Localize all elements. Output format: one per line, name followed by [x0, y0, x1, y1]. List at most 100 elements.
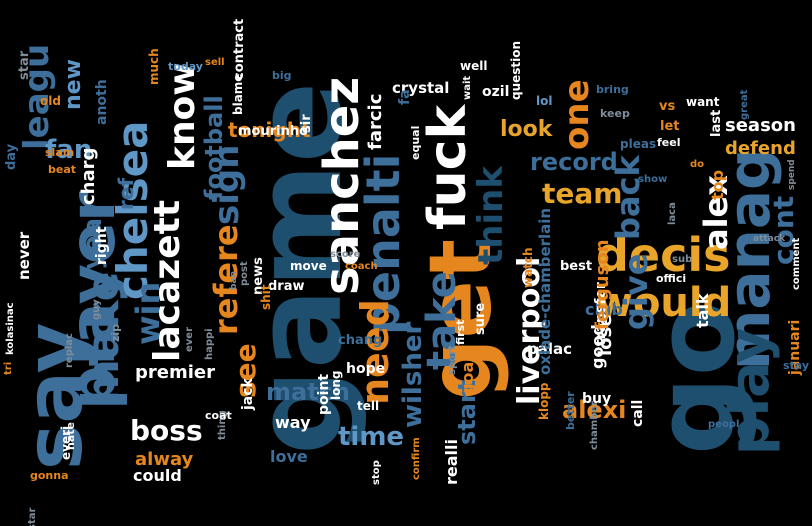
word-win: win	[129, 281, 167, 345]
word-buy: buy	[582, 391, 612, 407]
word-vs: vs	[659, 99, 676, 114]
word-realli: realli	[442, 439, 461, 485]
word-mourinho: mourinho	[238, 124, 309, 139]
word-ever: ever	[184, 326, 195, 352]
word-tonight: tonight	[228, 118, 311, 142]
word-better: better	[564, 391, 577, 430]
word-wait: wait	[462, 75, 473, 100]
word-slam: slam	[45, 146, 75, 159]
word-call: call	[630, 399, 646, 427]
word-old: old	[40, 94, 61, 108]
word-today: today	[168, 60, 203, 73]
word-season: season	[725, 115, 796, 136]
word-club: club	[585, 300, 623, 319]
word-ferguson: ferguson	[592, 239, 613, 330]
word-contract: contract	[232, 18, 247, 80]
word-think: think	[471, 166, 511, 265]
word-love: love	[270, 447, 308, 466]
word-happi: happi	[204, 328, 215, 360]
word-fan: fan	[45, 135, 93, 165]
word-would: would	[596, 280, 732, 326]
word-jack: jack	[240, 378, 256, 410]
word-record: record	[530, 148, 618, 176]
word-comment: comment	[791, 237, 802, 290]
word-best: best	[560, 259, 593, 274]
word-offici: offici	[656, 272, 687, 285]
word-charg: charg	[78, 147, 99, 205]
word-fa: fa	[397, 89, 413, 105]
word-equal: equal	[409, 125, 422, 160]
word-klopp: klopp	[537, 382, 551, 420]
word-laca: laca	[667, 202, 678, 225]
word-farcic: farcic	[365, 93, 386, 150]
word-ban: ban	[229, 271, 239, 290]
word-fuck: fuck	[418, 104, 478, 230]
word-blame: blame	[231, 73, 245, 115]
word-crystal: crystal	[392, 79, 450, 97]
word-day: day	[4, 143, 19, 170]
word-never: never	[15, 231, 33, 280]
word-ref: ref	[114, 177, 138, 210]
word-keep: keep	[600, 107, 630, 120]
word-star: star	[17, 50, 32, 80]
word-goal: goal	[458, 356, 477, 395]
word-could: could	[133, 466, 182, 485]
word-shit: shit	[259, 284, 273, 310]
word-draw: draw	[268, 279, 305, 294]
word-lol: lol	[536, 94, 553, 108]
word-great: great	[739, 89, 750, 120]
word-palac: palac	[527, 340, 573, 358]
word-decis: decis	[596, 228, 731, 282]
word-watch: watch	[521, 247, 535, 288]
word-big: big	[272, 69, 292, 82]
word-hope: hope	[346, 361, 386, 377]
word-team: team	[542, 177, 623, 210]
word-give: give	[617, 253, 655, 330]
word-spend: spend	[787, 159, 797, 190]
word-tell: tell	[357, 399, 380, 413]
word-last: last	[709, 109, 724, 137]
word-look: look	[500, 117, 553, 142]
word-do: do	[690, 159, 705, 170]
word-gonna: gonna	[30, 469, 69, 482]
word-alexi: alexi	[562, 396, 627, 424]
word-one: one	[557, 79, 597, 150]
word-chang: chang	[338, 333, 383, 348]
word-know: know	[162, 62, 203, 170]
word-sir: sir	[299, 114, 314, 133]
word-first: first	[454, 319, 467, 345]
word-chamber: chamber	[589, 400, 600, 450]
word-zip: zip	[109, 323, 122, 342]
word-need: need	[353, 299, 397, 405]
word-pleas: pleas	[620, 137, 657, 151]
word-let: let	[660, 119, 680, 134]
word-sub: sub	[672, 254, 693, 265]
word-coach: coach	[345, 261, 378, 272]
word-peopl: peopl	[708, 419, 740, 430]
word-talk: talk	[693, 293, 712, 328]
word-top: top	[708, 169, 727, 200]
word-oxlade-chamberlain: oxlade-chamberlain	[536, 207, 554, 375]
word-kolasinac: kolasinac	[5, 302, 16, 355]
word-time: time	[338, 422, 405, 452]
word-well: well	[460, 59, 488, 73]
word-match: match	[266, 378, 350, 406]
word-stay: stay	[783, 359, 810, 372]
word-new: new	[61, 59, 86, 110]
word-alway: alway	[135, 449, 194, 470]
word-guy: guy	[91, 299, 102, 320]
word-boss: boss	[130, 414, 203, 447]
word-football: football	[200, 95, 228, 200]
word-bring: bring	[596, 83, 629, 96]
word-play: play	[718, 327, 781, 455]
word-stop: stop	[371, 460, 382, 485]
word-feel: feel	[657, 136, 681, 149]
word-much: much	[147, 48, 161, 85]
word-ozil: ozil	[482, 84, 510, 100]
word-coat: coat	[205, 409, 232, 422]
word-wilsher: wilsher	[398, 321, 428, 428]
word-anoth: anoth	[94, 79, 110, 125]
word-attack: attack	[753, 234, 786, 244]
word-show: show	[638, 174, 668, 185]
